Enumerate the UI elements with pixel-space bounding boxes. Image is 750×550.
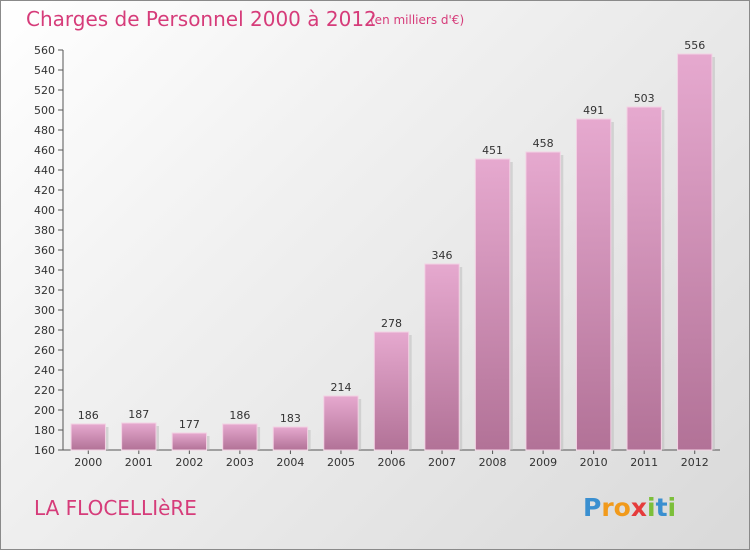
x-tick-label-2004: 2004 bbox=[276, 456, 304, 469]
x-tick-label-2005: 2005 bbox=[327, 456, 355, 469]
bar-2012 bbox=[677, 53, 713, 451]
x-tick-label-2006: 2006 bbox=[378, 456, 406, 469]
x-tick-label-2008: 2008 bbox=[479, 456, 507, 469]
y-tick-label: 200 bbox=[34, 404, 55, 417]
bars: 186 187 177 186 183 214 278 346 451 458 491 503 556 bbox=[70, 39, 715, 451]
y-tick-label: 180 bbox=[34, 424, 55, 437]
data-label-2000: 186 bbox=[78, 409, 99, 422]
bar-2004 bbox=[272, 426, 309, 451]
y-tick-label: 360 bbox=[34, 244, 55, 257]
data-label-2001: 187 bbox=[128, 408, 149, 421]
bar-2011 bbox=[626, 106, 662, 451]
chart-title: Charges de Personnel 2000 à 2012 bbox=[26, 7, 377, 31]
data-label-2004: 183 bbox=[280, 412, 301, 425]
logo-letter: P bbox=[583, 493, 601, 522]
y-tick-label: 500 bbox=[34, 104, 55, 117]
data-label-2006: 278 bbox=[381, 317, 402, 330]
logo-letter: x bbox=[631, 493, 647, 522]
x-tick-label-2001: 2001 bbox=[125, 456, 153, 469]
bar-2000 bbox=[70, 423, 106, 451]
data-label-2011: 503 bbox=[634, 92, 655, 105]
chart-subtitle: (en milliers d'€) bbox=[370, 13, 464, 27]
y-tick-label: 380 bbox=[34, 224, 55, 237]
logo-letter: i bbox=[668, 493, 677, 522]
proxiti-logo: Proxiti bbox=[583, 493, 676, 522]
data-label-2002: 177 bbox=[179, 418, 200, 431]
y-tick-label: 520 bbox=[34, 84, 55, 97]
y-tick-label: 280 bbox=[34, 324, 55, 337]
data-label-2010: 491 bbox=[583, 104, 604, 117]
y-tick-label: 260 bbox=[34, 344, 55, 357]
bar-2007 bbox=[424, 263, 460, 451]
x-tick-label-2002: 2002 bbox=[175, 456, 203, 469]
bar-2006 bbox=[373, 331, 410, 451]
bar-2010 bbox=[575, 118, 612, 451]
bar-2002 bbox=[171, 432, 208, 451]
y-tick-label: 540 bbox=[34, 64, 55, 77]
x-tick-label-2000: 2000 bbox=[74, 456, 102, 469]
y-tick-label: 560 bbox=[34, 44, 55, 57]
commune-name: LA FLOCELLIèRE bbox=[34, 496, 197, 520]
bar-2001 bbox=[121, 422, 157, 451]
y-tick-label: 220 bbox=[34, 384, 55, 397]
bar-2009 bbox=[525, 151, 561, 451]
x-tick-label-2011: 2011 bbox=[630, 456, 658, 469]
y-tick-label: 160 bbox=[34, 444, 55, 457]
data-label-2009: 458 bbox=[533, 137, 554, 150]
x-tick-label-2009: 2009 bbox=[529, 456, 557, 469]
data-label-2005: 214 bbox=[330, 381, 351, 394]
bar-2003 bbox=[222, 423, 258, 451]
bar-2008 bbox=[474, 158, 511, 451]
y-tick-label: 340 bbox=[34, 264, 55, 277]
x-tick-label-2010: 2010 bbox=[580, 456, 608, 469]
x-tick-label-2012: 2012 bbox=[681, 456, 709, 469]
logo-letter: r bbox=[601, 493, 614, 522]
y-tick-label: 480 bbox=[34, 124, 55, 137]
y-tick-label: 420 bbox=[34, 184, 55, 197]
logo-letter: i bbox=[647, 493, 656, 522]
y-tick-label: 460 bbox=[34, 144, 55, 157]
x-tick-label-2007: 2007 bbox=[428, 456, 456, 469]
y-tick-label: 240 bbox=[34, 364, 55, 377]
data-label-2003: 186 bbox=[229, 409, 250, 422]
x-tick-label-2003: 2003 bbox=[226, 456, 254, 469]
y-tick-label: 440 bbox=[34, 164, 55, 177]
logo-letter: t bbox=[656, 493, 668, 522]
logo-letter: o bbox=[614, 493, 631, 522]
bar-2005 bbox=[323, 395, 359, 451]
data-label-2007: 346 bbox=[432, 249, 453, 262]
data-label-2008: 451 bbox=[482, 144, 503, 157]
y-tick-label: 300 bbox=[34, 304, 55, 317]
y-tick-label: 400 bbox=[34, 204, 55, 217]
y-tick-label: 320 bbox=[34, 284, 55, 297]
data-label-2012: 556 bbox=[684, 39, 705, 52]
